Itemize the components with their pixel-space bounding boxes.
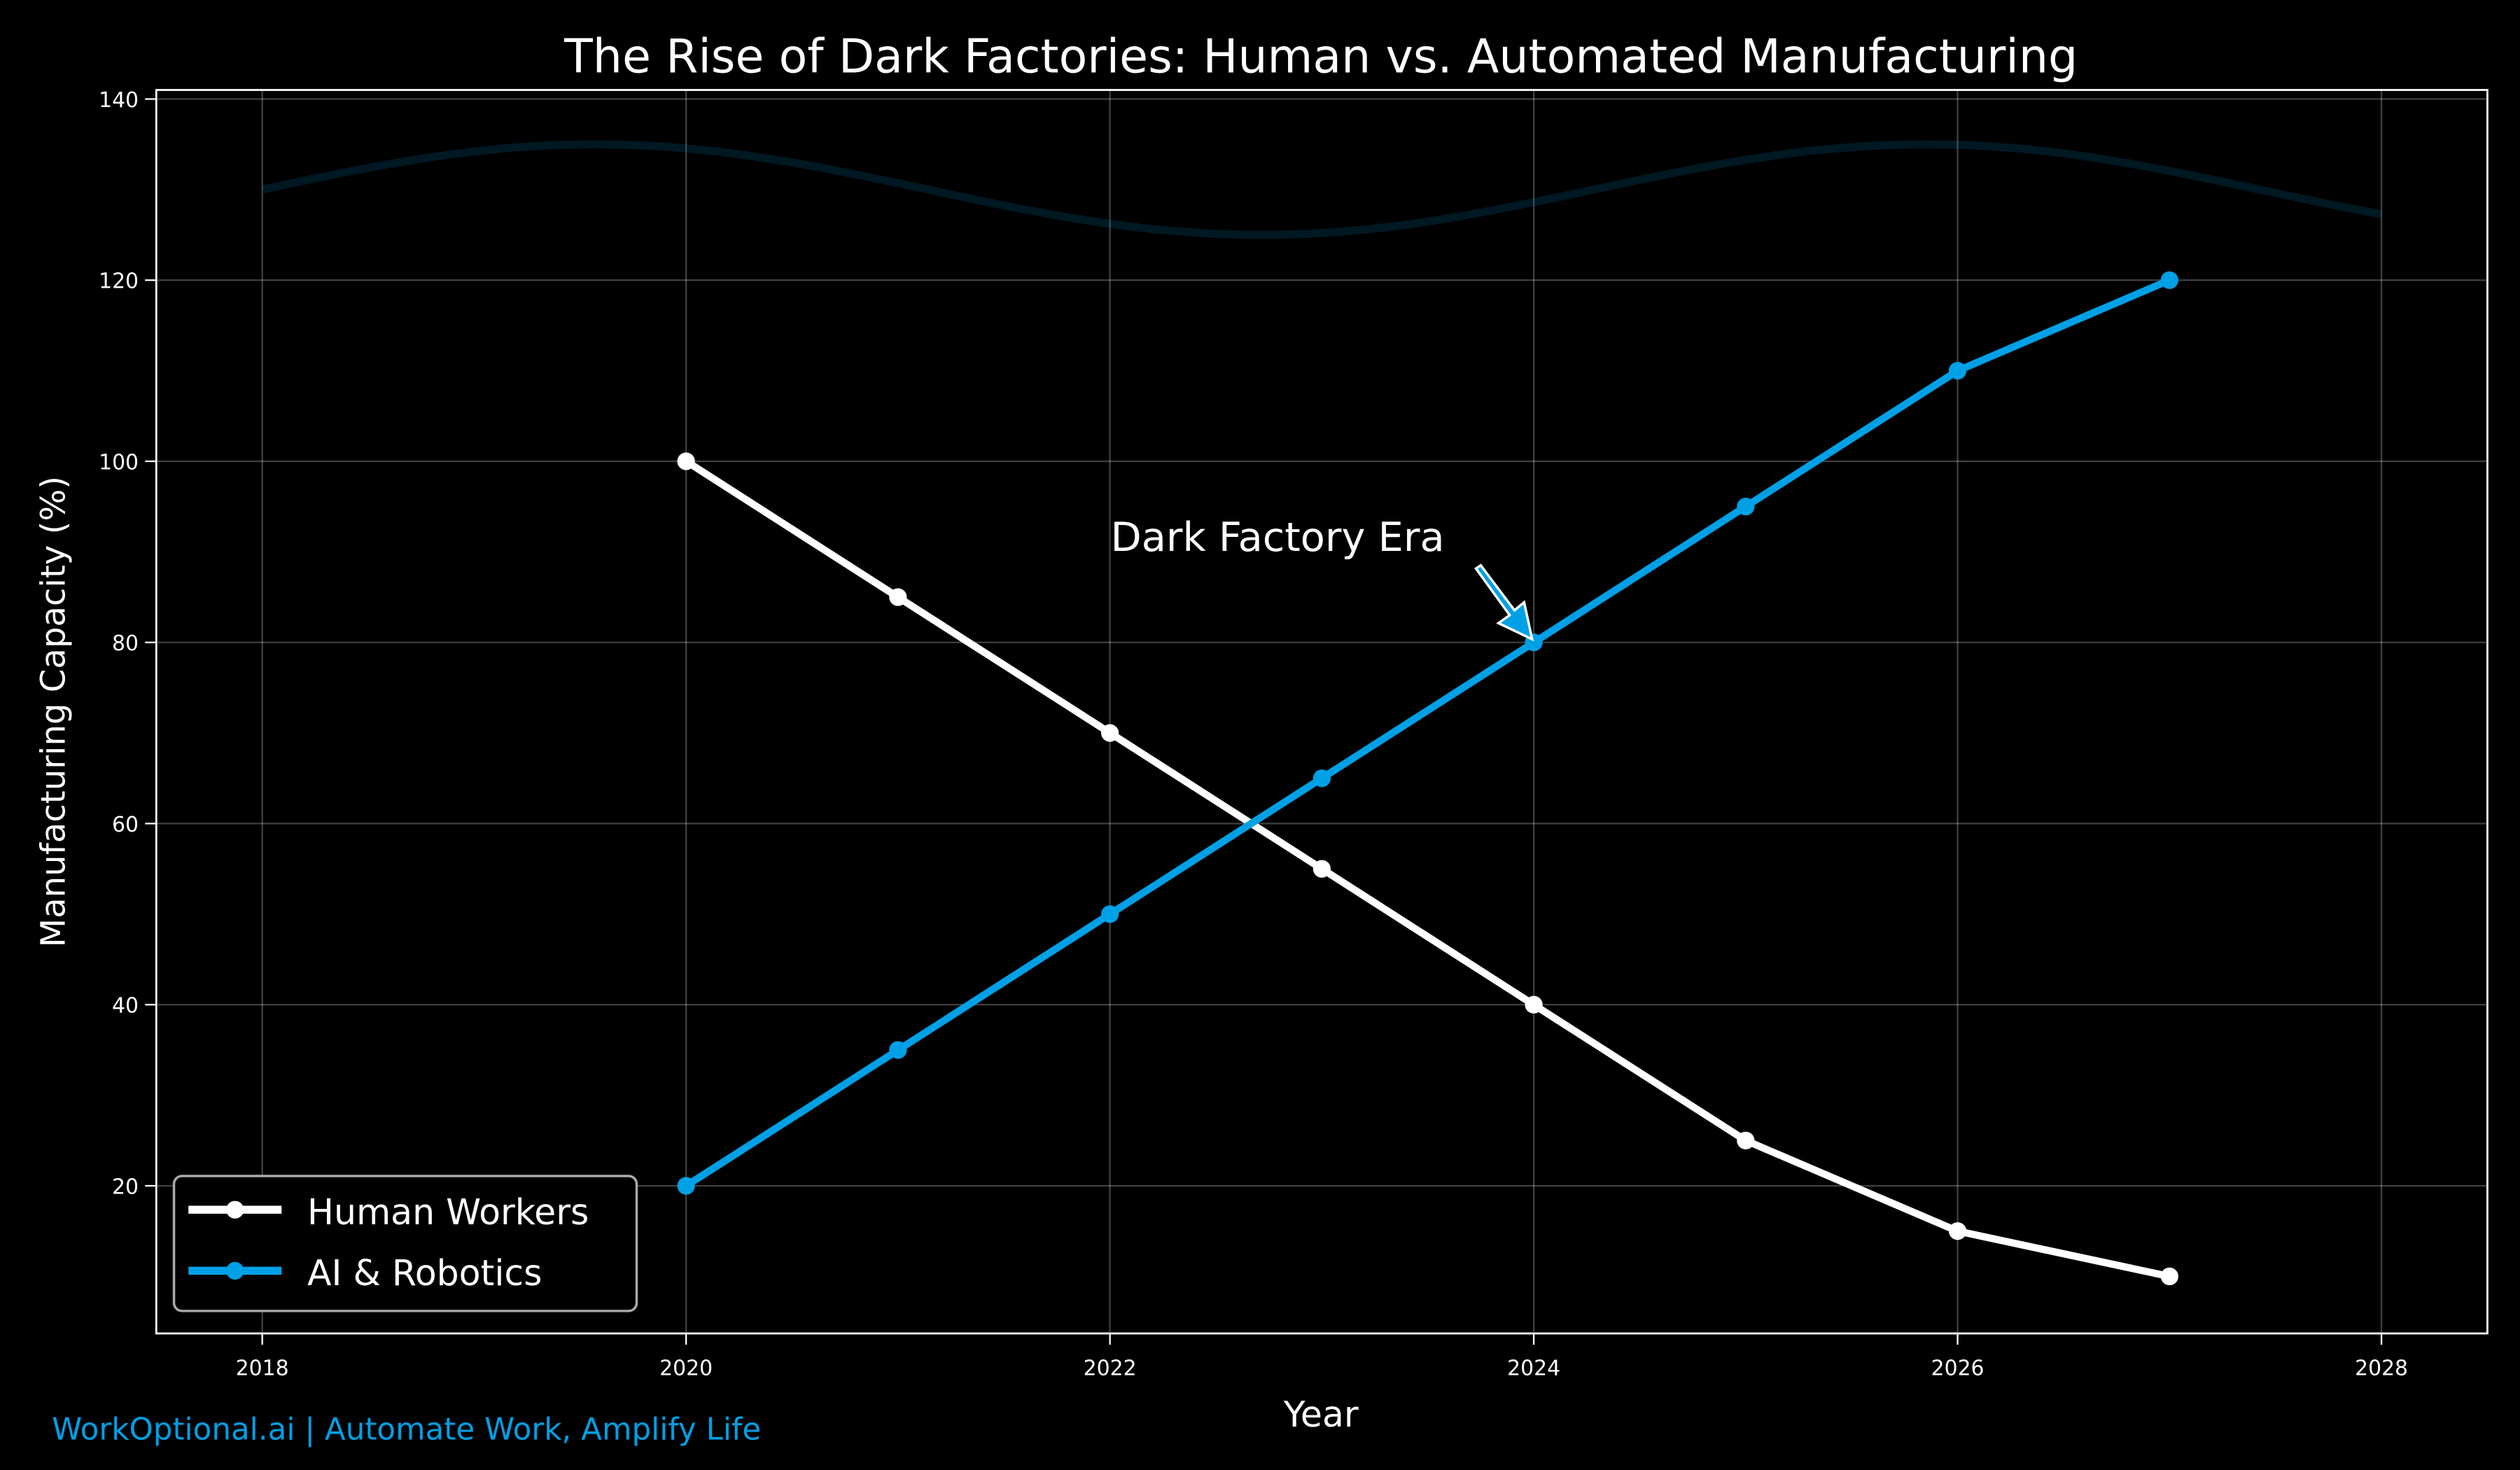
data-point [1100, 724, 1119, 742]
data-point [2160, 271, 2178, 289]
background-wave [261, 140, 2383, 239]
series-line-1 [684, 276, 2171, 1189]
chart-title: The Rise of Dark Factories: Human vs. Au… [564, 29, 2078, 83]
legend-ai-label: AI & Robotics [307, 1252, 542, 1294]
annotation-text: Dark Factory Era [1111, 514, 1445, 561]
y-tick-label: 140 [99, 88, 139, 113]
annotation: Dark Factory Era [1111, 514, 1534, 642]
series-line-0 [684, 458, 2171, 1280]
data-point [889, 588, 907, 606]
y-tick-label: 60 [112, 813, 139, 837]
y-tick-label: 120 [99, 270, 139, 294]
x-tick-label: 2022 [1084, 1357, 1137, 1381]
x-tick-label: 2026 [1931, 1357, 1984, 1381]
data-point [1100, 905, 1119, 923]
data-point [677, 1177, 695, 1195]
y-tick-label: 40 [112, 994, 139, 1018]
legend-ai-marker [226, 1261, 244, 1280]
data-point [1948, 361, 1967, 380]
x-tick-label: 2024 [1507, 1357, 1560, 1381]
x-tick-label: 2020 [659, 1357, 713, 1381]
legend-box [172, 1175, 638, 1312]
data-point [1948, 1222, 1967, 1240]
axes-frame [155, 89, 2488, 1335]
legend[interactable]: Human Workers AI & Robotics [172, 1175, 638, 1312]
plot-area [261, 140, 2383, 1286]
ticks: 2018 2020 2022 2024 2026 2028 20 40 60 80 100 120 14… [99, 88, 2408, 1381]
data-point [889, 1041, 907, 1059]
grid [156, 90, 2488, 1334]
data-point [1312, 769, 1331, 788]
data-point [2160, 1267, 2178, 1286]
y-tick-label: 80 [112, 631, 139, 656]
x-tick-label: 2028 [2355, 1357, 2408, 1381]
legend-human-marker [226, 1200, 244, 1219]
data-point [1525, 995, 1543, 1014]
footer-tagline: WorkOptional.ai | Automate Work, Amplify… [52, 1412, 761, 1447]
data-point [1737, 1131, 1755, 1149]
y-tick-label: 100 [99, 450, 139, 475]
x-tick-label: 2018 [236, 1357, 289, 1381]
y-tick-label: 20 [112, 1175, 139, 1200]
legend-human-label: Human Workers [307, 1191, 589, 1233]
data-point [1312, 860, 1331, 878]
data-point [677, 452, 695, 470]
x-axis-label: Year [1283, 1394, 1359, 1435]
data-point [1737, 498, 1755, 516]
annotation-arrow-icon [1474, 564, 1534, 642]
y-axis-label: Manufacturing Capacity (%) [34, 476, 73, 948]
